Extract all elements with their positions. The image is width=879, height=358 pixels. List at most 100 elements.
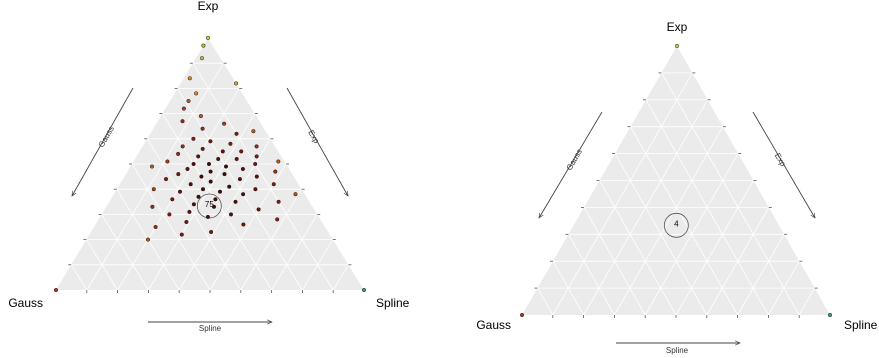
- grid-line: [630, 126, 738, 316]
- grid-line: [568, 234, 615, 316]
- data-point: [201, 43, 206, 48]
- data-point: [271, 182, 276, 187]
- grid-line: [675, 180, 754, 316]
- data-point: [276, 159, 281, 164]
- grid-line: [552, 72, 693, 316]
- grid-line: [302, 239, 334, 291]
- data-point: [208, 179, 213, 184]
- grid-line: [737, 234, 785, 316]
- data-point: [254, 144, 259, 149]
- axis-arrow-label-bottom: Spline: [666, 346, 689, 355]
- grid-line: [706, 207, 770, 316]
- data-point: [275, 217, 280, 222]
- grid-line: [271, 214, 318, 291]
- data-point: [198, 114, 203, 119]
- vertex-label-right: Spline: [376, 296, 410, 310]
- data-point: [179, 232, 184, 237]
- data-point: [200, 126, 205, 131]
- grid-line: [101, 214, 149, 291]
- center-marker: 4: [663, 212, 689, 238]
- data-point: [150, 204, 155, 209]
- axis-arrow-bottom: Spline: [148, 322, 272, 333]
- grid-line: [332, 264, 349, 291]
- data-point: [209, 229, 214, 235]
- vertex-label-top: Exp: [667, 20, 688, 34]
- grid-line: [768, 261, 800, 316]
- data-point: [674, 43, 680, 49]
- data-point: [253, 187, 258, 192]
- data-point: [233, 199, 238, 204]
- axis-arrow-label-right: Exp: [306, 129, 321, 146]
- data-point: [188, 182, 193, 187]
- arrow-line: [286, 87, 348, 196]
- data-point: [217, 189, 223, 194]
- data-point: [191, 136, 196, 141]
- data-point: [234, 131, 239, 136]
- data-point: [199, 56, 205, 61]
- data-point: [237, 177, 242, 182]
- center-count-label: 4: [674, 219, 679, 228]
- grid-line: [240, 188, 302, 291]
- data-point: [151, 187, 156, 192]
- vertex-label-top: Exp: [198, 0, 219, 13]
- grid-line: [798, 287, 816, 316]
- data-point: [53, 287, 59, 293]
- data-point: [196, 194, 201, 199]
- vertex-label-left: Gauss: [476, 318, 511, 332]
- data-point: [228, 141, 233, 146]
- data-point: [200, 187, 206, 192]
- data-points: [519, 43, 833, 318]
- axis-ticks: [68, 62, 352, 293]
- center-circle: [663, 212, 689, 238]
- data-point: [222, 172, 227, 177]
- data-point: [254, 154, 259, 159]
- ternary-panel-left: 75 Exp Gauss Spline Gauss Exp Spline: [8, 0, 409, 333]
- grid-line: [70, 264, 88, 291]
- vertex-label-left: Gauss: [8, 296, 43, 310]
- data-point: [177, 189, 183, 194]
- data-point: [194, 91, 199, 96]
- axis-ticks: [534, 72, 818, 318]
- data-point: [170, 197, 175, 202]
- data-point: [167, 212, 172, 217]
- data-point: [208, 169, 213, 174]
- data-point: [149, 164, 155, 169]
- data-point: [163, 177, 169, 182]
- triangle-grid: [537, 72, 816, 316]
- grid-line: [131, 163, 211, 291]
- data-point: [827, 312, 833, 318]
- data-point: [239, 149, 244, 154]
- arrow-line: [72, 87, 134, 196]
- data-point: [241, 222, 246, 227]
- data-point: [165, 159, 170, 164]
- data-point: [234, 156, 239, 162]
- data-point: [213, 197, 218, 202]
- data-point: [241, 192, 246, 197]
- data-point: [191, 202, 196, 207]
- data-point: [205, 35, 211, 41]
- grid-line: [614, 126, 724, 316]
- axis-arrow-right: Exp: [286, 87, 348, 196]
- data-point: [184, 219, 189, 225]
- data-point: [253, 161, 258, 167]
- grid-line: [86, 239, 118, 291]
- data-point: [228, 212, 234, 217]
- grid-line: [599, 180, 677, 316]
- ternary-panel-right: 4 Exp Gauss Spline Gauss Exp Spline: [476, 20, 877, 355]
- data-point: [187, 209, 192, 214]
- data-point: [208, 139, 213, 144]
- data-point: [211, 204, 217, 209]
- axis-arrow-label-left: Gauss: [97, 124, 116, 149]
- data-point: [273, 169, 278, 174]
- data-point: [153, 224, 158, 230]
- axis-arrow-label-bottom: Spline: [199, 324, 222, 333]
- vertex-label-right: Spline: [844, 318, 878, 332]
- data-point: [199, 174, 204, 179]
- data-point: [234, 81, 239, 86]
- data-point: [176, 151, 181, 156]
- data-point: [186, 98, 191, 104]
- axis-arrow-bottom: Spline: [616, 343, 740, 355]
- data-point: [222, 121, 227, 126]
- data-point: [176, 172, 181, 177]
